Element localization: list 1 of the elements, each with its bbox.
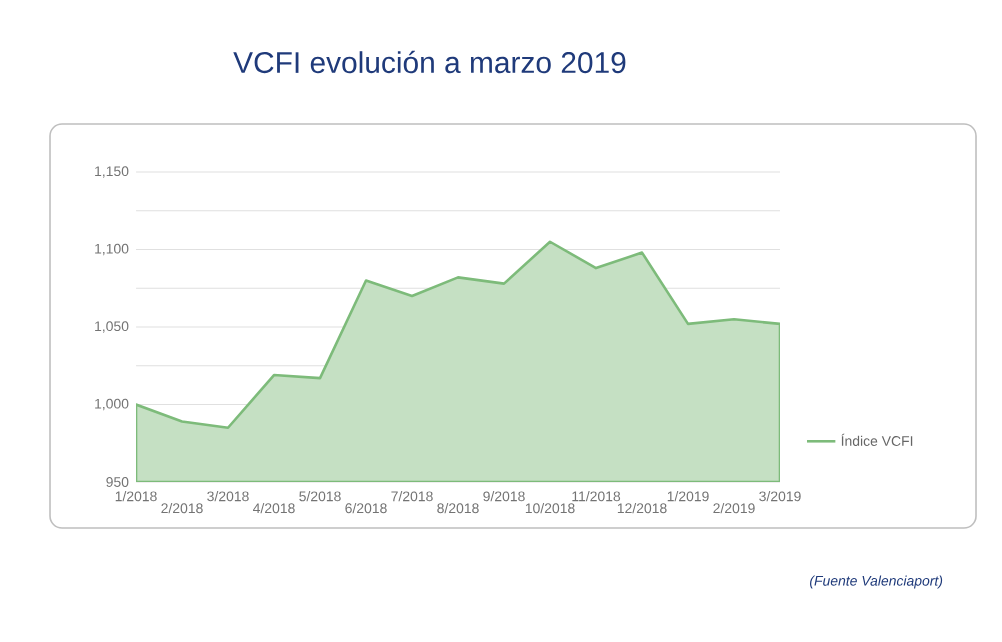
chart-title: VCFI evolución a marzo 2019	[233, 50, 626, 74]
